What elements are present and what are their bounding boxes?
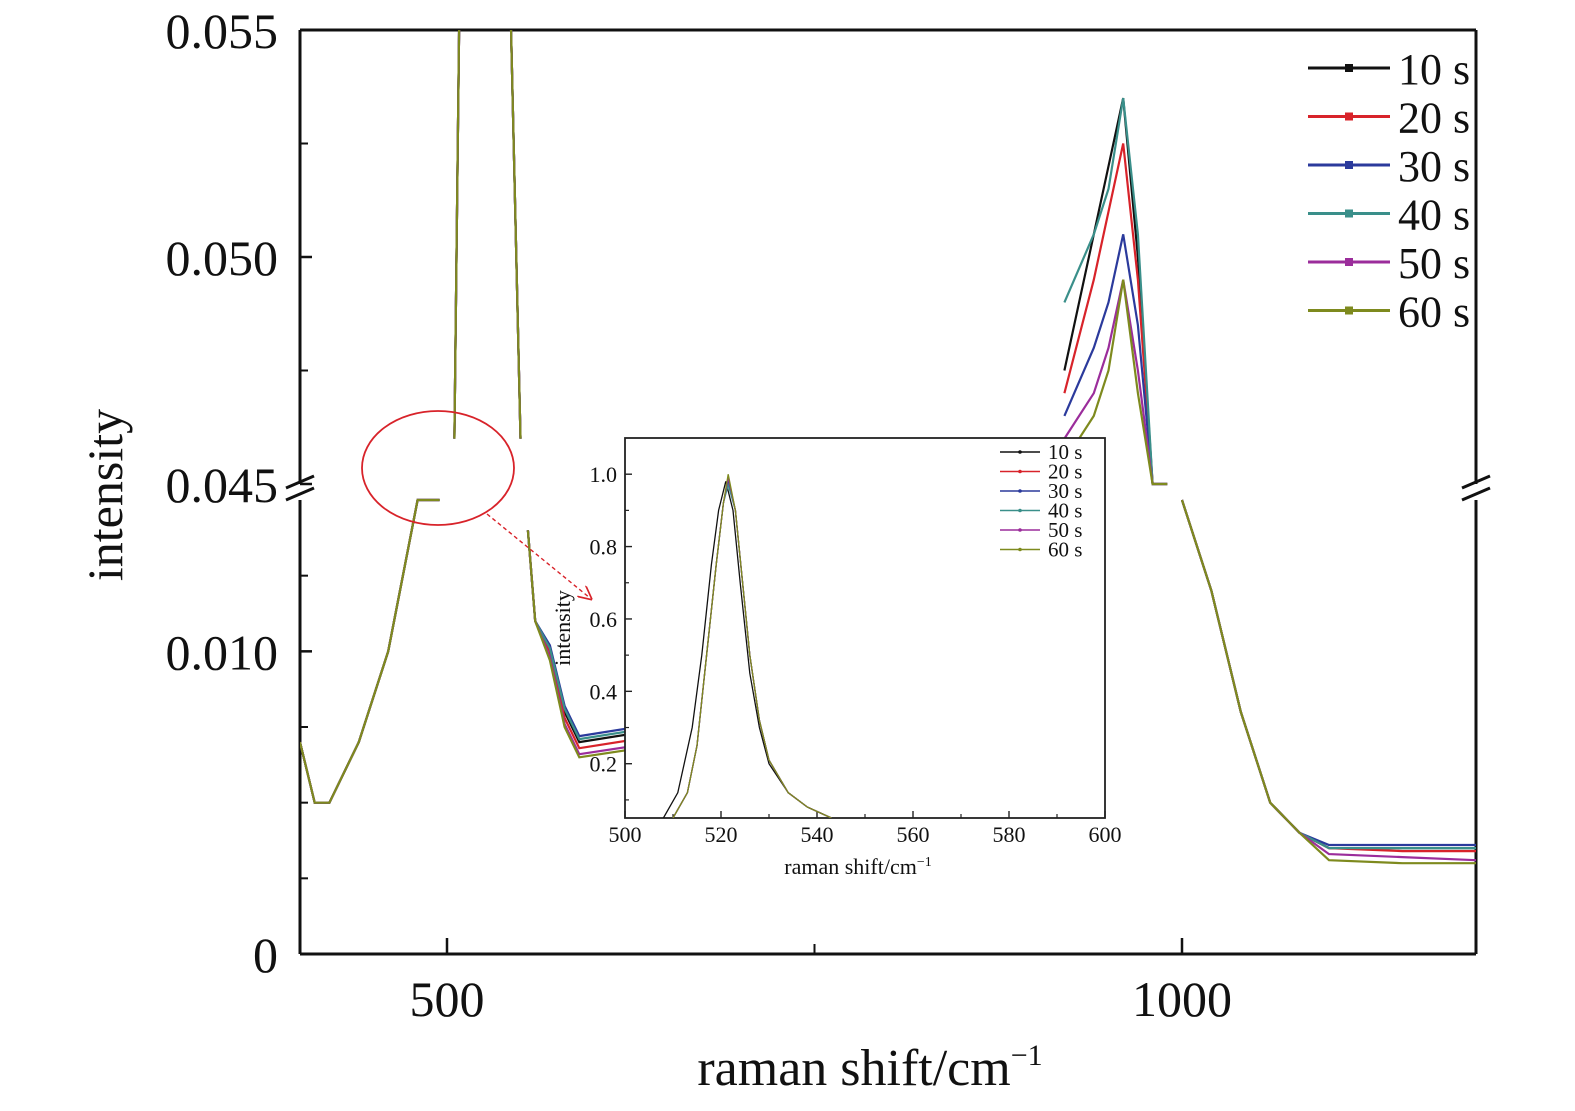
legend-marker [1345, 64, 1353, 72]
x-tick-label: 1000 [1132, 971, 1232, 1027]
inset-legend-marker [1018, 489, 1022, 493]
inset-frame [624, 437, 1106, 819]
x-axis-label: raman shift/cm−1 [697, 1039, 1042, 1097]
axis-break-mark [1461, 486, 1491, 502]
y-tick-label: 0.045 [166, 457, 279, 513]
inset-y-tick-label: 0.6 [590, 607, 618, 632]
y-axis-label: intensity [77, 409, 133, 581]
legend-marker [1345, 306, 1353, 315]
inset-x-tick-label: 580 [993, 822, 1026, 847]
inset-x-tick-label: 600 [1089, 822, 1122, 847]
y-tick-label: 0.055 [166, 3, 279, 59]
inset-legend-label: 10 s [1048, 440, 1082, 464]
y-tick-label: 0.050 [166, 230, 279, 286]
inset-plot-area [662, 474, 832, 818]
inset-legend-label: 60 s [1048, 538, 1082, 562]
inset-x-tick-label: 500 [609, 822, 642, 847]
inset-legend-label: 30 s [1048, 479, 1082, 503]
zoom-arrow [486, 513, 590, 598]
inset-x-tick-label: 520 [705, 822, 738, 847]
inset-x-axis-label: raman shift/cm−1 [784, 854, 931, 879]
inset-y-axis-label: intensity [550, 590, 575, 666]
inset-legend-label: 40 s [1048, 499, 1082, 523]
inset-y-tick-label: 0.4 [590, 679, 618, 704]
inset-x-axis-label-superscript: −1 [917, 855, 932, 870]
legend-label: 10 s [1398, 45, 1470, 94]
inset-legend-marker [1018, 508, 1022, 513]
inset-y-tick-label: 0.8 [590, 535, 618, 560]
legend-marker [1345, 258, 1353, 266]
inset-legend-marker [1018, 547, 1022, 552]
legend-marker [1345, 161, 1353, 169]
legend-marker [1345, 209, 1353, 218]
legend-label: 60 s [1398, 288, 1470, 337]
y-tick-label: 0.010 [166, 624, 279, 680]
inset-y-tick-label: 1.0 [590, 462, 618, 487]
legend-label: 30 s [1398, 142, 1470, 191]
axis-break-mark [1461, 474, 1491, 490]
inset-legend-marker [1018, 528, 1022, 532]
x-tick-label: 500 [410, 971, 485, 1027]
inset-legend-label: 50 s [1048, 518, 1082, 542]
legend-label: 50 s [1398, 239, 1470, 288]
inset-series-line-60s [672, 474, 832, 818]
annotation-layer [361, 410, 590, 598]
main-chart: 0 0.010 0.045 0.050 0.055 500 1000 raman shift/… [77, 3, 1491, 1097]
axis-break-mark [285, 486, 315, 502]
x-axis-label-superscript: −1 [1011, 1039, 1043, 1072]
inset-legend-label: 20 s [1048, 460, 1082, 484]
legend-label: 40 s [1398, 191, 1470, 240]
inset-x-tick-label: 560 [897, 822, 930, 847]
inset-y-tick-label: 0.2 [590, 752, 618, 777]
legend-label: 20 s [1398, 94, 1470, 143]
inset-x-tick-label: 540 [801, 822, 834, 847]
legend-marker [1345, 112, 1353, 121]
axis-break-mark [285, 474, 315, 490]
inset-legend-marker [1018, 469, 1022, 474]
y-tick-label: 0 [253, 927, 278, 983]
inset-chart: 500 520 540 560 580 600 0.2 0.4 0.6 0.8 1.0 raman s… [550, 437, 1122, 879]
inset-legend-marker [1018, 450, 1022, 454]
zoom-region-ellipse [361, 410, 515, 526]
